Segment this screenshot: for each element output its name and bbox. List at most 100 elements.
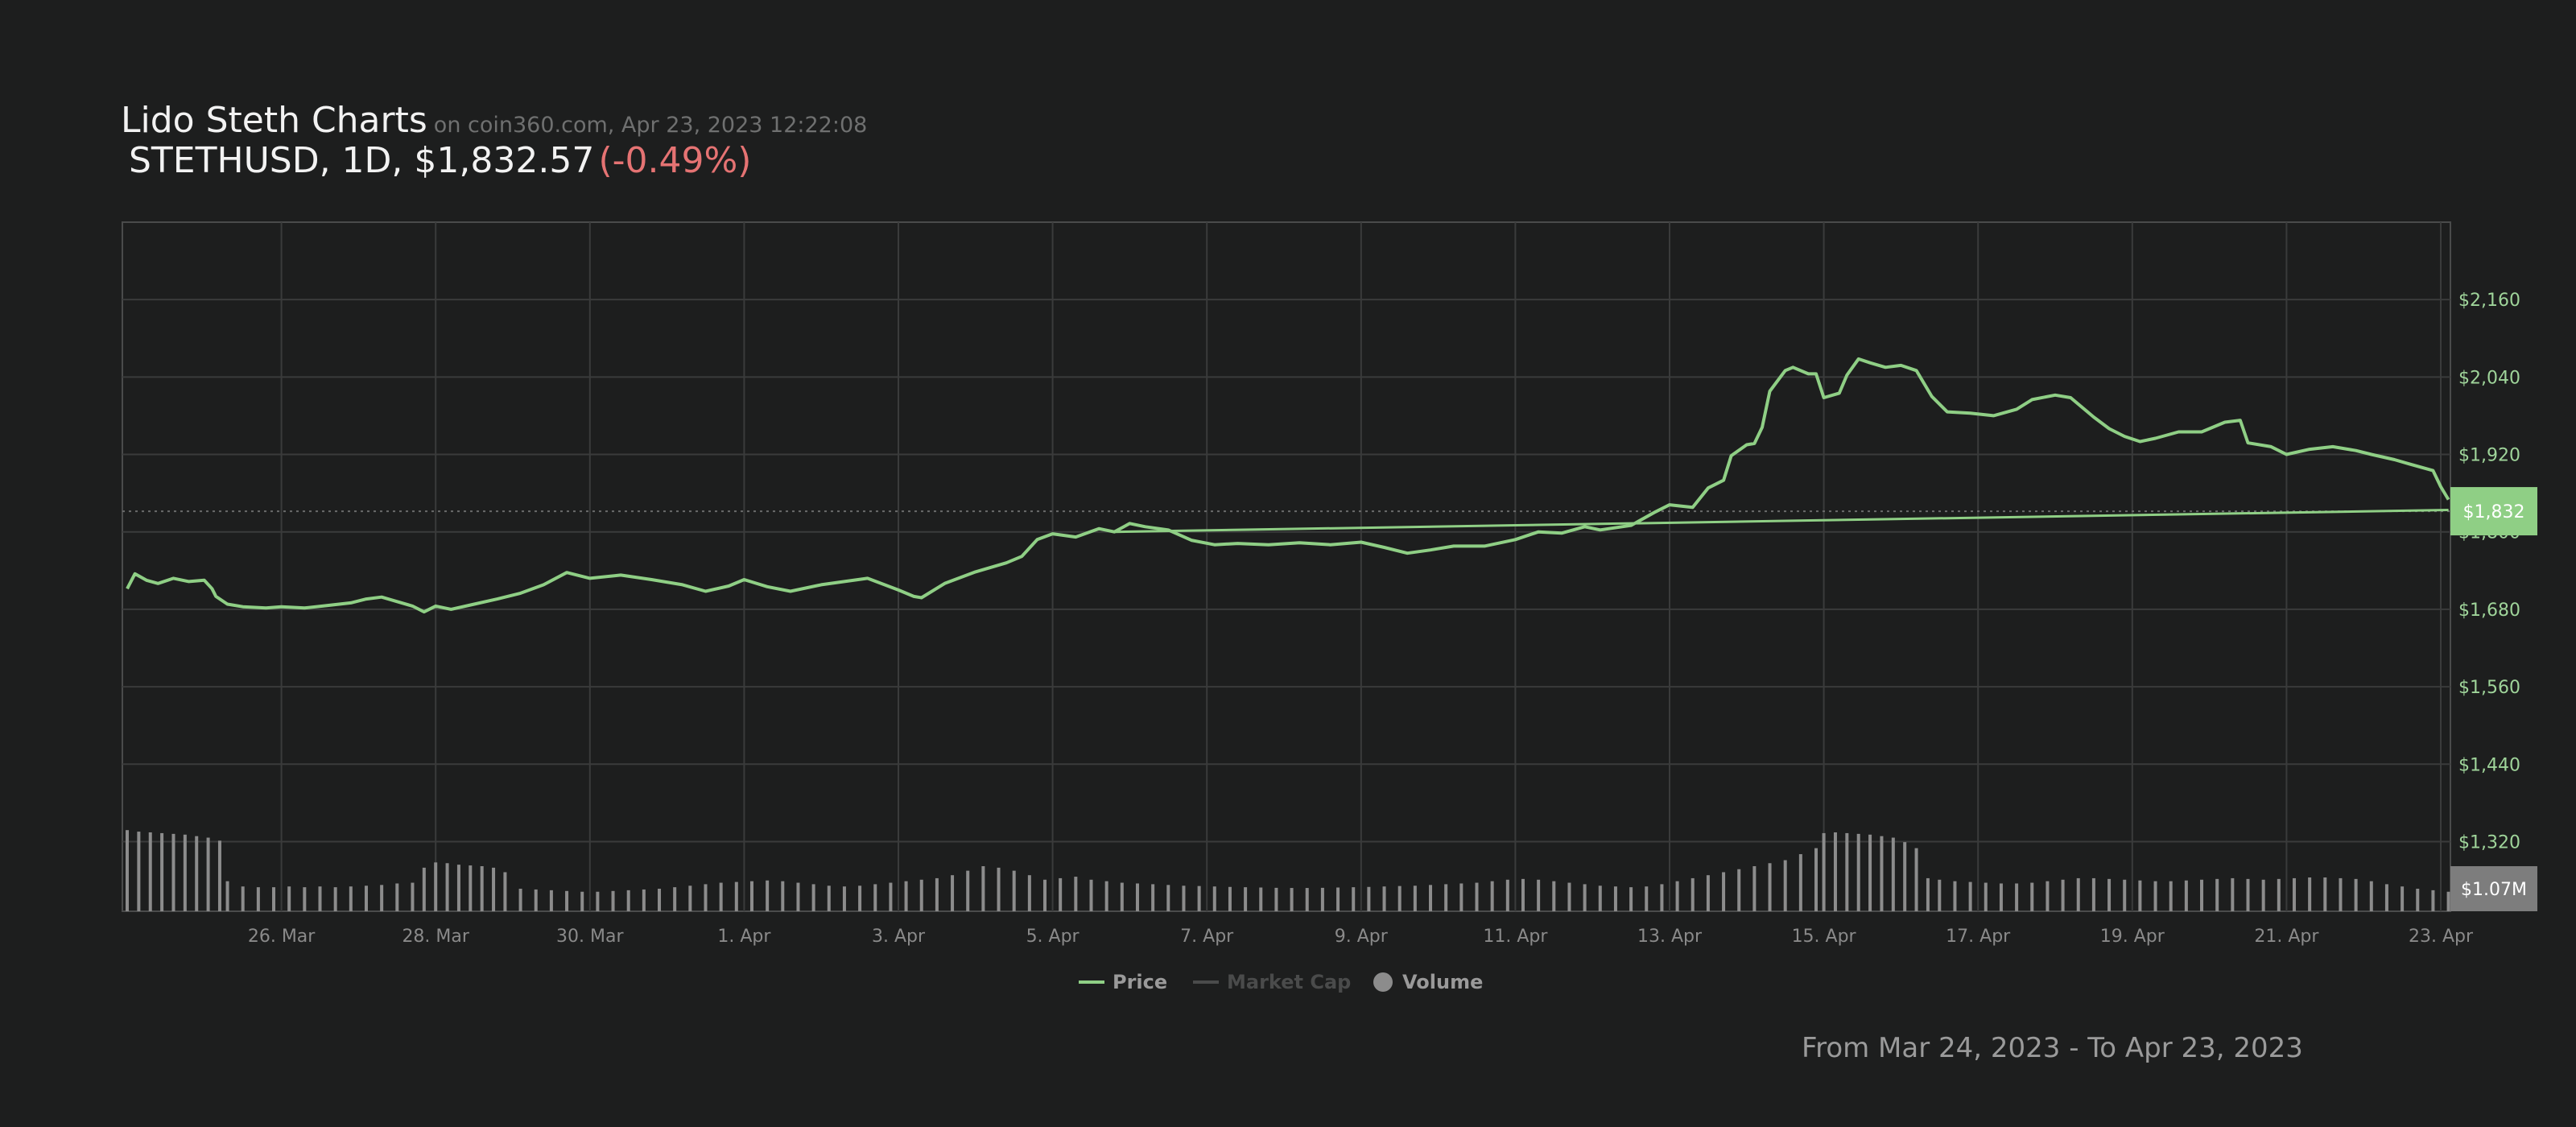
legend-market-cap-label: Market Cap <box>1227 971 1352 993</box>
volume-bar <box>456 865 460 911</box>
volume-bar <box>673 887 677 911</box>
chart-source: on coin360.com, Apr 23, 2023 12:22:08 <box>433 113 868 138</box>
volume-bar <box>2107 878 2112 911</box>
legend-price[interactable]: Price <box>1079 971 1167 993</box>
x-tick-label: 26. Mar <box>248 927 316 947</box>
volume-bar <box>1629 887 1633 911</box>
x-tick-label: 23. Apr <box>2409 927 2474 947</box>
volume-bar <box>1737 869 1741 911</box>
volume-bar <box>2431 890 2435 911</box>
volume-bar <box>492 867 496 911</box>
volume-bar <box>1459 883 1463 911</box>
volume-bar <box>2339 877 2343 911</box>
volume-bar <box>704 884 708 911</box>
volume-bar <box>1182 886 1186 911</box>
x-tick-label: 17. Apr <box>1946 927 2011 947</box>
volume-bar <box>2231 877 2235 911</box>
volume-bar <box>1645 886 1649 911</box>
volume-bar <box>1197 886 1201 911</box>
x-tick-label: 11. Apr <box>1483 927 1548 947</box>
volume-bar <box>2200 879 2204 911</box>
volume-bar <box>395 883 399 911</box>
volume-bar <box>1413 886 1417 911</box>
volume-bar <box>596 891 600 911</box>
grid <box>122 221 2451 912</box>
volume-bar <box>1104 881 1108 911</box>
volume-bar <box>858 886 862 911</box>
volume-bar <box>1926 877 1930 911</box>
volume-bar <box>160 832 164 911</box>
volume-bar <box>981 866 985 911</box>
volume-bar <box>1397 886 1402 911</box>
volume-bar <box>1336 887 1340 911</box>
volume-bar <box>1475 882 1479 911</box>
volume-bar <box>1891 837 1895 911</box>
volume-bar <box>1244 887 1248 911</box>
y-tick-label: $1,920 <box>2458 446 2520 466</box>
y-tick-label: $1,320 <box>2458 832 2520 852</box>
volume-bar <box>1690 877 1695 911</box>
volume-bar <box>1822 832 1826 911</box>
legend-volume-label: Volume <box>1402 971 1484 993</box>
volume-bar <box>1367 886 1371 911</box>
axes: $2,160$2,040$1,920$1,800$1,680$1,560$1,4… <box>248 291 2520 947</box>
volume-bar <box>1074 877 1078 911</box>
volume-bar <box>1856 833 1860 911</box>
volume-bar <box>1706 875 1710 911</box>
volume-bar <box>2153 881 2157 911</box>
x-tick-label: 13. Apr <box>1637 927 1703 947</box>
volume-bar <box>1274 887 1278 911</box>
volume-bar <box>2015 883 2019 911</box>
volume-bar <box>749 881 753 911</box>
market-cap-series-line <box>1114 509 2449 534</box>
volume-bar <box>364 886 368 911</box>
volume-bar <box>935 877 939 911</box>
volume-bar <box>1968 881 1972 911</box>
y-tick-label: $1,440 <box>2458 755 2520 775</box>
volume-bar <box>781 881 785 911</box>
volume-bar <box>469 865 473 911</box>
volume-bar <box>1505 879 1509 911</box>
volume-bar <box>2323 877 2327 911</box>
volume-bar <box>1567 882 1571 911</box>
x-tick-label: 19. Apr <box>2100 927 2165 947</box>
volume-bar <box>1880 836 1884 911</box>
volume-bar <box>303 887 307 911</box>
current-volume-badge: $1.07M <box>2450 866 2537 911</box>
volume-bar <box>549 890 553 911</box>
legend-market-cap[interactable]: Market Cap <box>1193 971 1351 993</box>
volume-badge-label: $1.07M <box>2461 880 2527 900</box>
volume-bar <box>1722 872 1726 911</box>
volume-bar <box>1868 834 1872 911</box>
legend-volume[interactable]: Volume <box>1373 971 1483 993</box>
legend-price-swatch <box>1079 980 1104 984</box>
volume-bar <box>1228 886 1232 911</box>
volume-bar <box>126 830 129 911</box>
volume-bars <box>126 830 2450 911</box>
volume-bar <box>2061 879 2065 911</box>
volume-bar <box>719 882 723 911</box>
volume-bar <box>217 840 221 911</box>
y-tick-label: $2,040 <box>2458 368 2520 388</box>
volume-bar <box>1768 863 1772 911</box>
legend-market-cap-swatch <box>1193 980 1219 984</box>
volume-bar <box>565 890 569 911</box>
volume-bar <box>2261 879 2265 911</box>
volume-bar <box>422 867 426 911</box>
volume-bar <box>951 875 955 911</box>
volume-bar <box>1259 887 1263 911</box>
volume-bar <box>1352 887 1356 911</box>
volume-bar <box>1290 888 1294 911</box>
volume-bar <box>997 867 1001 911</box>
chart-header: Lido Steth Charts on coin360.com, Apr 23,… <box>121 103 867 179</box>
volume-bar <box>796 882 800 911</box>
x-tick-label: 7. Apr <box>1180 927 1234 947</box>
volume-bar <box>642 889 646 911</box>
volume-bar <box>503 872 507 911</box>
price-badge-label: $1,832 <box>2463 502 2525 522</box>
volume-bar <box>137 832 141 911</box>
volume-bar <box>611 890 615 911</box>
volume-bar <box>1675 881 1679 911</box>
